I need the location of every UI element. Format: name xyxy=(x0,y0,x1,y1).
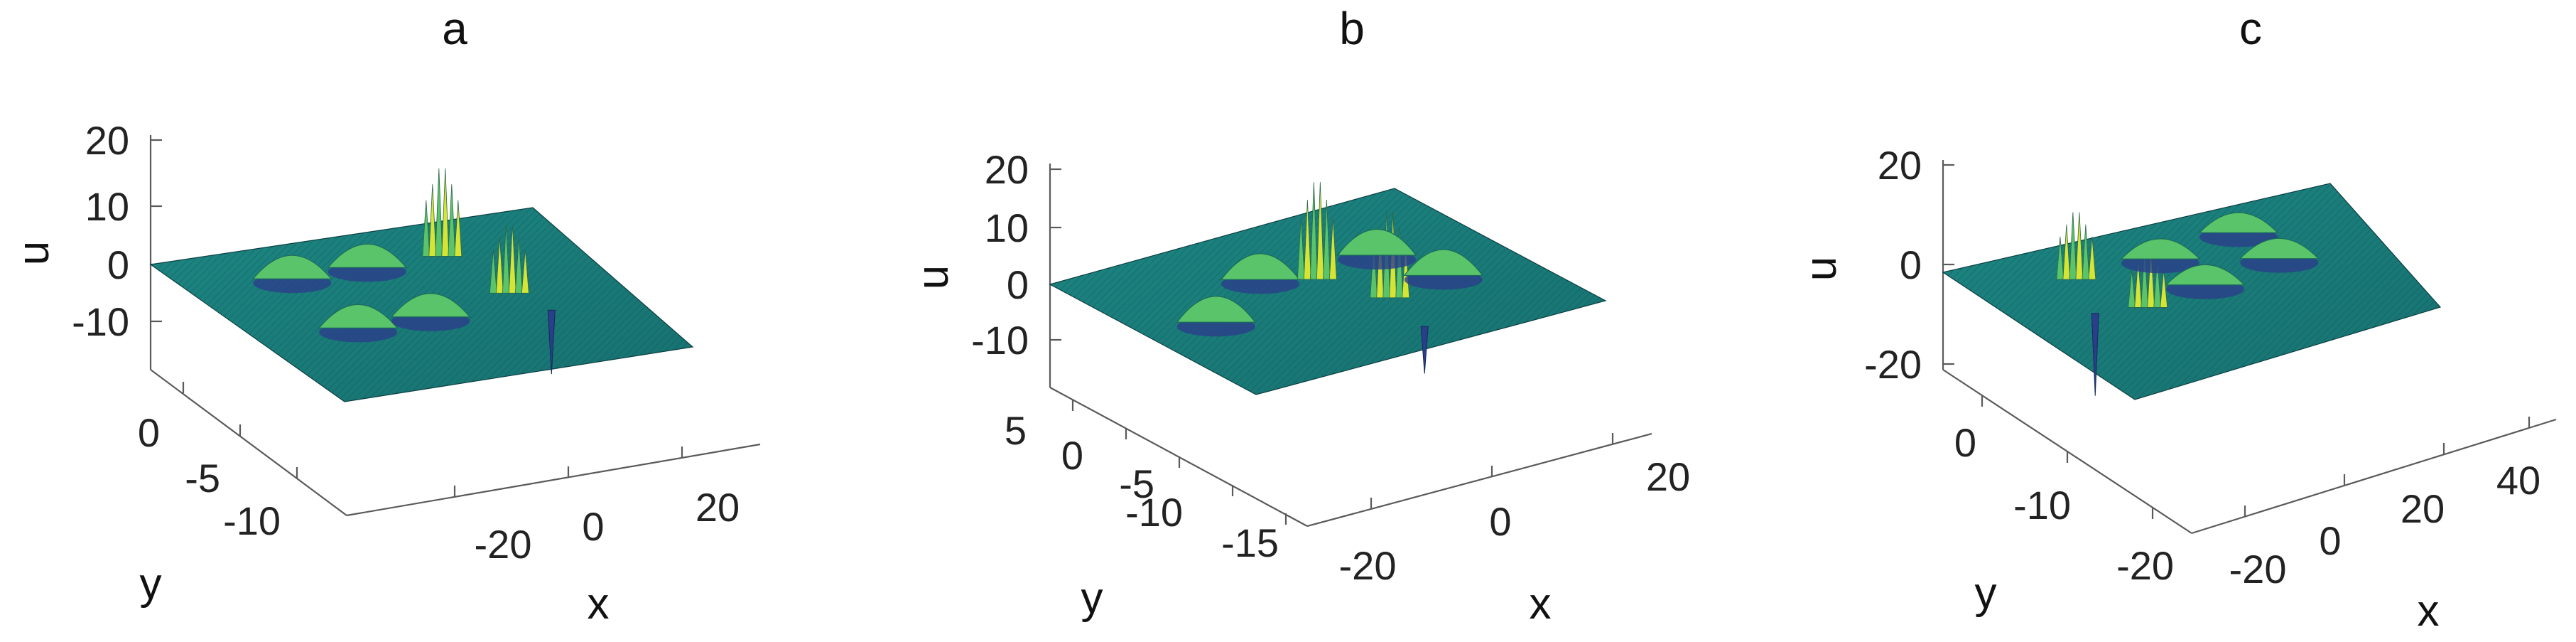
surface-spike-2 xyxy=(1297,182,1337,280)
surface-bump-4 xyxy=(2198,212,2279,247)
surface-bump-1 xyxy=(318,304,399,343)
panel-c: c 20 0 -20 0 -10 -20 -20 0 20 40 u y x xyxy=(1797,3,2557,636)
surface-spike-0 xyxy=(2056,212,2096,280)
panel-c-zt-0: 20 xyxy=(1878,143,1922,188)
panel-c-yt-0: 0 xyxy=(1954,420,1976,465)
panel-b: b 20 10 0 -10 5 0 -5 -10 -15 -20 0 20 u … xyxy=(909,3,1690,628)
surface-spike-4 xyxy=(422,168,462,257)
panel-b-surface-features xyxy=(1050,182,1606,395)
panel-c-zlabel: u xyxy=(1797,257,1846,281)
panel-b-xlabel: x xyxy=(1530,579,1552,628)
panel-c-title: c xyxy=(2239,3,2262,54)
panel-b-xt-1: 0 xyxy=(1489,499,1511,544)
surface-mesh xyxy=(1050,188,1606,395)
panel-a-ylabel: y xyxy=(140,560,162,609)
panel-a-yt-0: 0 xyxy=(138,410,160,455)
panel-b-ylabel: y xyxy=(1081,574,1103,623)
panel-a-yt-1: -5 xyxy=(185,456,220,501)
surface-spike-1 xyxy=(2128,248,2168,308)
surface-spike-5 xyxy=(489,224,529,294)
surface-bump-5 xyxy=(1403,249,1483,290)
panel-a-zt-0: 20 xyxy=(85,118,129,163)
panel-b-title: b xyxy=(1339,3,1365,54)
panel-a-xlabel: x xyxy=(588,579,610,628)
panel-c-yt-1: -10 xyxy=(2013,483,2071,528)
panel-c-zt-1: 0 xyxy=(1900,242,1922,287)
surface-bump-2 xyxy=(2120,238,2201,274)
panel-b-yt-0: 5 xyxy=(1005,408,1027,453)
panel-b-yt-3: -10 xyxy=(1125,490,1183,535)
panel-c-x-axis-line xyxy=(2191,418,2557,535)
panel-a-zlabel: u xyxy=(9,241,58,265)
panel-b-zt-3: -10 xyxy=(971,318,1029,363)
panel-c-xt-3: 40 xyxy=(2496,458,2540,503)
panel-a-zt-3: -10 xyxy=(72,299,129,344)
panel-b-zt-0: 20 xyxy=(985,147,1029,192)
surface-bump-5 xyxy=(2239,237,2320,273)
panel-b-zlabel: u xyxy=(909,265,958,289)
panel-c-ylabel: y xyxy=(1975,569,1997,618)
panel-a-title: a xyxy=(442,3,467,54)
surface-bump-0 xyxy=(251,255,332,294)
panel-b-x-axis-line xyxy=(1306,432,1652,528)
panel-a-y-axis-line xyxy=(150,369,347,516)
surface-dip-6 xyxy=(547,309,556,375)
surface-bump-4 xyxy=(1336,229,1417,269)
panel-b-yt-2: -5 xyxy=(1119,461,1154,506)
panel-c-xt-2: 20 xyxy=(2401,486,2445,531)
surface-bump-0 xyxy=(1176,296,1257,337)
surface-bump-3 xyxy=(2165,264,2246,299)
surface-dip-6 xyxy=(2091,313,2099,396)
panel-b-xt-0: -20 xyxy=(1339,543,1397,588)
panel-a-xt-0: -20 xyxy=(475,522,532,567)
panel-b-zt-2: 0 xyxy=(1007,262,1029,307)
surface-dip-6 xyxy=(1420,326,1429,374)
surface-bump-3 xyxy=(390,293,471,331)
surface-bump-2 xyxy=(327,243,408,282)
panel-b-yt-4: -15 xyxy=(1221,520,1279,565)
panel-a-surface-features xyxy=(151,168,693,402)
panel-c-yt-2: -20 xyxy=(2116,543,2174,588)
panel-a-zt-2: 0 xyxy=(107,242,129,287)
panel-c-zt-2: -20 xyxy=(1864,342,1922,387)
panel-c-xlabel: x xyxy=(2418,587,2440,636)
panel-a-xt-2: 20 xyxy=(696,485,740,530)
panel-c-xt-1: 0 xyxy=(2319,518,2341,563)
panel-b-xt-2: 20 xyxy=(1646,454,1690,499)
panel-a: a 20 10 0 -10 0 -5 -10 -20 0 20 u y x xyxy=(9,3,761,628)
panel-a-zt-1: 10 xyxy=(85,184,129,229)
surface-bump-1 xyxy=(1220,253,1301,294)
panel-a-xt-1: 0 xyxy=(582,504,604,549)
panel-b-yt-1: 0 xyxy=(1061,433,1083,478)
panel-a-yt-2: -10 xyxy=(223,498,281,543)
panel-c-xt-0: -20 xyxy=(2229,547,2287,592)
panel-b-zt-1: 10 xyxy=(985,205,1029,250)
panel-a-x-axis-line xyxy=(346,443,761,517)
panel-c-surface-features xyxy=(1943,183,2440,400)
